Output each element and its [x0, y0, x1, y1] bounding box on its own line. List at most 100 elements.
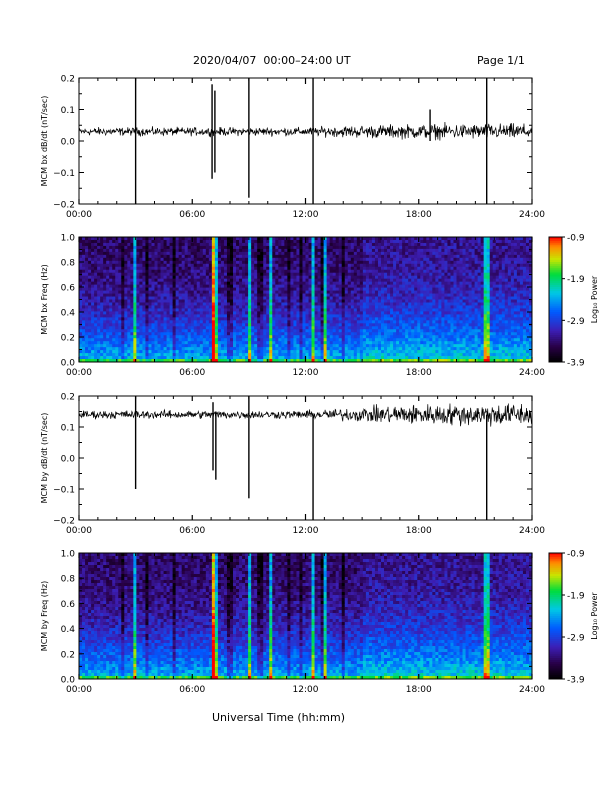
heatmap-cell	[163, 329, 167, 333]
heatmap-cell	[242, 338, 246, 342]
heatmap-cell	[275, 254, 279, 259]
heatmap-cell	[139, 311, 143, 315]
heatmap-cell	[260, 263, 264, 268]
heatmap-cell	[157, 305, 161, 309]
heatmap-cell	[335, 284, 340, 288]
heatmap-cell	[82, 347, 86, 351]
heatmap-cell	[266, 344, 270, 348]
heatmap-cell	[121, 263, 125, 268]
heatmap-cell	[169, 314, 174, 318]
heatmap-cell	[359, 287, 364, 291]
heatmap-cell	[305, 344, 309, 348]
heatmap-cell	[148, 281, 152, 286]
heatmap-cell	[187, 332, 192, 336]
heatmap-cell	[417, 257, 421, 262]
heatmap-cell	[359, 272, 364, 277]
heatmap-cell	[184, 281, 189, 286]
heatmap-cell	[148, 293, 152, 297]
heatmap-cell	[269, 341, 273, 345]
heatmap-cell	[88, 254, 92, 259]
heatmap-cell	[326, 293, 331, 297]
heatmap-cell	[281, 275, 285, 280]
heatmap-cell	[142, 245, 146, 250]
heatmap-cell	[106, 353, 110, 357]
heatmap-cell	[233, 308, 237, 312]
heatmap-cell	[402, 347, 406, 351]
heatmap-cell	[151, 314, 155, 318]
heatmap-cell	[284, 254, 288, 259]
heatmap-cell	[94, 293, 98, 297]
heatmap-cell	[172, 275, 177, 280]
heatmap-cell	[296, 356, 300, 360]
heatmap-cell	[124, 275, 128, 280]
heatmap-cell	[293, 329, 297, 333]
heatmap-cell	[245, 299, 249, 303]
heatmap-cell	[169, 302, 174, 306]
heatmap-cell	[281, 245, 285, 250]
heatmap-cell	[269, 239, 273, 244]
heatmap-cell	[377, 320, 382, 324]
heatmap-cell	[374, 260, 379, 265]
heatmap-cell	[396, 242, 400, 247]
heatmap-cell	[278, 237, 282, 241]
heatmap-cell	[178, 284, 183, 288]
heatmap-cell	[263, 326, 267, 330]
heatmap-cell	[317, 242, 321, 247]
heatmap-cell	[112, 314, 116, 318]
heatmap-cell	[293, 275, 297, 280]
heatmap-cell	[356, 293, 361, 297]
heatmap-cell	[417, 260, 421, 265]
heatmap-cell	[160, 338, 164, 342]
heatmap-cell	[329, 260, 334, 265]
heatmap-cell	[121, 353, 125, 357]
heatmap-cell	[148, 323, 152, 327]
heatmap-cell	[411, 302, 415, 306]
heatmap-cell	[148, 335, 152, 339]
heatmap-cell	[109, 275, 113, 280]
heatmap-cell	[208, 350, 213, 354]
heatmap-cell	[408, 311, 412, 315]
heatmap-cell	[381, 278, 385, 283]
heatmap-cell	[157, 302, 161, 306]
heatmap-cell	[317, 344, 321, 348]
heatmap-cell	[293, 284, 297, 288]
heatmap-cell	[353, 287, 358, 291]
heatmap-cell	[387, 359, 391, 363]
heatmap-cell	[356, 338, 361, 342]
heatmap-cell	[211, 245, 216, 250]
heatmap-cell	[302, 251, 306, 256]
heatmap-cell	[381, 353, 385, 357]
heatmap-cell	[356, 290, 361, 294]
heatmap-cell	[88, 269, 92, 274]
heatmap-cell	[248, 359, 252, 363]
heatmap-cell	[335, 305, 340, 309]
heatmap-cell	[109, 308, 113, 312]
heatmap-cell	[390, 290, 394, 294]
heatmap-cell	[377, 332, 382, 336]
heatmap-cell	[414, 341, 418, 345]
heatmap-cell	[130, 275, 134, 280]
heatmap-cell	[148, 257, 152, 262]
heatmap-cell	[181, 347, 186, 351]
heatmap-cell	[254, 237, 258, 241]
heatmap-cell	[154, 251, 158, 256]
heatmap-cell	[417, 332, 421, 336]
heatmap-cell	[169, 296, 174, 300]
heatmap-cell	[160, 335, 164, 339]
heatmap-cell	[302, 290, 306, 294]
heatmap-cell	[359, 332, 364, 336]
heatmap-cell	[371, 290, 376, 294]
heatmap-cell	[284, 329, 288, 333]
heatmap-cell	[314, 242, 318, 247]
heatmap-cell	[260, 293, 264, 297]
heatmap-cell	[311, 350, 315, 354]
heatmap-cell	[220, 356, 225, 360]
heatmap-cell	[88, 299, 92, 303]
heatmap-cell	[124, 237, 128, 241]
heatmap-cell	[384, 320, 388, 324]
heatmap-cell	[317, 353, 321, 357]
heatmap-cell	[202, 278, 207, 283]
heatmap-cell	[278, 275, 282, 280]
heatmap-cell	[272, 281, 276, 286]
heatmap-cell	[381, 237, 385, 241]
